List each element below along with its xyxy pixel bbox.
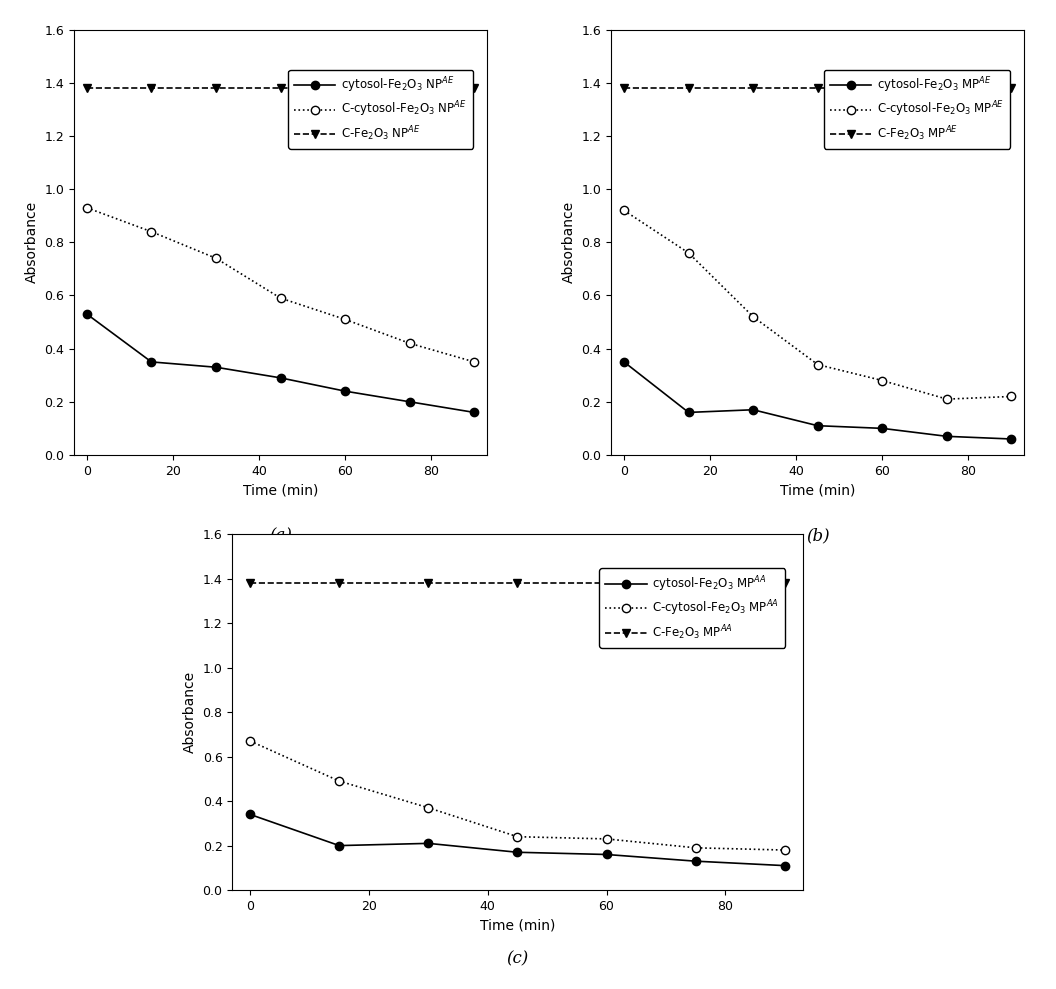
- C-Fe$_2$O$_3$ NP$^{AE}$: [210, 82, 223, 94]
- cytosol-Fe$_2$O$_3$ MP$^{AE}$: [747, 404, 759, 415]
- C-cytosol-Fe$_2$O$_3$ MP$^{AE}$: [875, 375, 888, 387]
- Line: C-cytosol-Fe$_2$O$_3$ MP$^{AA}$: C-cytosol-Fe$_2$O$_3$ MP$^{AA}$: [246, 737, 789, 854]
- cytosol-Fe$_2$O$_3$ MP$^{AA}$: [244, 808, 257, 820]
- cytosol-Fe$_2$O$_3$ MP$^{AE}$: [618, 356, 630, 368]
- C-Fe$_2$O$_3$ NP$^{AE}$: [339, 82, 352, 94]
- C-Fe$_2$O$_3$ MP$^{AA}$: [690, 578, 702, 589]
- Line: cytosol-Fe$_2$O$_3$ NP$^{AE}$: cytosol-Fe$_2$O$_3$ NP$^{AE}$: [82, 310, 478, 416]
- Line: cytosol-Fe$_2$O$_3$ MP$^{AE}$: cytosol-Fe$_2$O$_3$ MP$^{AE}$: [620, 358, 1016, 443]
- Line: C-Fe$_2$O$_3$ MP$^{AE}$: C-Fe$_2$O$_3$ MP$^{AE}$: [620, 84, 1016, 92]
- C-cytosol-Fe$_2$O$_3$ NP$^{AE}$: [210, 252, 223, 264]
- cytosol-Fe$_2$O$_3$ NP$^{AE}$: [339, 385, 352, 397]
- C-Fe$_2$O$_3$ MP$^{AA}$: [422, 578, 435, 589]
- Y-axis label: Absorbance: Absorbance: [562, 201, 576, 284]
- Text: (c): (c): [506, 950, 529, 967]
- C-cytosol-Fe$_2$O$_3$ MP$^{AE}$: [811, 359, 824, 371]
- cytosol-Fe$_2$O$_3$ MP$^{AE}$: [1005, 433, 1018, 445]
- C-Fe$_2$O$_3$ MP$^{AE}$: [618, 82, 630, 94]
- cytosol-Fe$_2$O$_3$ MP$^{AA}$: [333, 840, 345, 852]
- C-Fe$_2$O$_3$ MP$^{AE}$: [875, 82, 888, 94]
- C-Fe$_2$O$_3$ MP$^{AE}$: [1005, 82, 1018, 94]
- Line: C-Fe$_2$O$_3$ NP$^{AE}$: C-Fe$_2$O$_3$ NP$^{AE}$: [82, 84, 478, 92]
- C-cytosol-Fe$_2$O$_3$ NP$^{AE}$: [275, 292, 287, 304]
- cytosol-Fe$_2$O$_3$ MP$^{AE}$: [875, 422, 888, 434]
- C-Fe$_2$O$_3$ MP$^{AE}$: [682, 82, 695, 94]
- C-Fe$_2$O$_3$ NP$^{AE}$: [403, 82, 416, 94]
- C-cytosol-Fe$_2$O$_3$ MP$^{AA}$: [690, 842, 702, 854]
- Legend: cytosol-Fe$_2$O$_3$ MP$^{AA}$, C-cytosol-Fe$_2$O$_3$ MP$^{AA}$, C-Fe$_2$O$_3$ MP: cytosol-Fe$_2$O$_3$ MP$^{AA}$, C-cytosol…: [600, 569, 786, 648]
- C-Fe$_2$O$_3$ MP$^{AA}$: [600, 578, 612, 589]
- C-cytosol-Fe$_2$O$_3$ MP$^{AA}$: [600, 833, 612, 845]
- C-Fe$_2$O$_3$ MP$^{AA}$: [244, 578, 257, 589]
- cytosol-Fe$_2$O$_3$ MP$^{AA}$: [778, 859, 791, 871]
- C-Fe$_2$O$_3$ MP$^{AE}$: [811, 82, 824, 94]
- C-cytosol-Fe$_2$O$_3$ NP$^{AE}$: [145, 225, 157, 237]
- cytosol-Fe$_2$O$_3$ NP$^{AE}$: [468, 406, 480, 418]
- cytosol-Fe$_2$O$_3$ NP$^{AE}$: [145, 356, 157, 368]
- cytosol-Fe$_2$O$_3$ NP$^{AE}$: [275, 372, 287, 384]
- Line: C-cytosol-Fe$_2$O$_3$ MP$^{AE}$: C-cytosol-Fe$_2$O$_3$ MP$^{AE}$: [620, 207, 1016, 404]
- cytosol-Fe$_2$O$_3$ MP$^{AA}$: [511, 847, 524, 858]
- Line: cytosol-Fe$_2$O$_3$ MP$^{AA}$: cytosol-Fe$_2$O$_3$ MP$^{AA}$: [246, 810, 789, 869]
- C-Fe$_2$O$_3$ NP$^{AE}$: [468, 82, 480, 94]
- cytosol-Fe$_2$O$_3$ NP$^{AE}$: [210, 361, 223, 373]
- C-Fe$_2$O$_3$ MP$^{AA}$: [511, 578, 524, 589]
- C-cytosol-Fe$_2$O$_3$ MP$^{AE}$: [618, 205, 630, 217]
- X-axis label: Time (min): Time (min): [243, 484, 318, 497]
- C-cytosol-Fe$_2$O$_3$ NP$^{AE}$: [468, 356, 480, 368]
- C-Fe$_2$O$_3$ NP$^{AE}$: [80, 82, 93, 94]
- Legend: cytosol-Fe$_2$O$_3$ NP$^{AE}$, C-cytosol-Fe$_2$O$_3$ NP$^{AE}$, C-Fe$_2$O$_3$ NP: cytosol-Fe$_2$O$_3$ NP$^{AE}$, C-cytosol…: [288, 69, 473, 148]
- C-cytosol-Fe$_2$O$_3$ NP$^{AE}$: [339, 314, 352, 325]
- C-cytosol-Fe$_2$O$_3$ MP$^{AE}$: [941, 394, 954, 405]
- C-cytosol-Fe$_2$O$_3$ MP$^{AA}$: [511, 831, 524, 843]
- C-cytosol-Fe$_2$O$_3$ MP$^{AA}$: [244, 735, 257, 747]
- cytosol-Fe$_2$O$_3$ MP$^{AA}$: [600, 849, 612, 860]
- cytosol-Fe$_2$O$_3$ MP$^{AE}$: [811, 419, 824, 431]
- Legend: cytosol-Fe$_2$O$_3$ MP$^{AE}$, C-cytosol-Fe$_2$O$_3$ MP$^{AE}$, C-Fe$_2$O$_3$ MP: cytosol-Fe$_2$O$_3$ MP$^{AE}$, C-cytosol…: [824, 69, 1011, 148]
- Line: C-Fe$_2$O$_3$ MP$^{AA}$: C-Fe$_2$O$_3$ MP$^{AA}$: [246, 579, 789, 587]
- cytosol-Fe$_2$O$_3$ NP$^{AE}$: [80, 309, 93, 320]
- Line: C-cytosol-Fe$_2$O$_3$ NP$^{AE}$: C-cytosol-Fe$_2$O$_3$ NP$^{AE}$: [82, 204, 478, 366]
- C-cytosol-Fe$_2$O$_3$ MP$^{AA}$: [422, 802, 435, 814]
- C-Fe$_2$O$_3$ MP$^{AA}$: [333, 578, 345, 589]
- cytosol-Fe$_2$O$_3$ MP$^{AA}$: [690, 855, 702, 867]
- Text: (b): (b): [806, 527, 830, 544]
- C-cytosol-Fe$_2$O$_3$ MP$^{AE}$: [1005, 391, 1018, 403]
- cytosol-Fe$_2$O$_3$ MP$^{AA}$: [422, 838, 435, 850]
- cytosol-Fe$_2$O$_3$ MP$^{AE}$: [682, 406, 695, 418]
- C-Fe$_2$O$_3$ NP$^{AE}$: [275, 82, 287, 94]
- C-cytosol-Fe$_2$O$_3$ MP$^{AA}$: [333, 775, 345, 787]
- C-cytosol-Fe$_2$O$_3$ NP$^{AE}$: [80, 202, 93, 214]
- cytosol-Fe$_2$O$_3$ MP$^{AE}$: [941, 430, 954, 442]
- C-cytosol-Fe$_2$O$_3$ MP$^{AE}$: [682, 247, 695, 259]
- Y-axis label: Absorbance: Absorbance: [183, 671, 197, 754]
- Y-axis label: Absorbance: Absorbance: [24, 201, 39, 284]
- C-Fe$_2$O$_3$ MP$^{AE}$: [747, 82, 759, 94]
- C-cytosol-Fe$_2$O$_3$ MP$^{AA}$: [778, 844, 791, 855]
- C-cytosol-Fe$_2$O$_3$ MP$^{AE}$: [747, 311, 759, 322]
- X-axis label: Time (min): Time (min): [479, 919, 555, 933]
- C-Fe$_2$O$_3$ MP$^{AE}$: [941, 82, 954, 94]
- C-Fe$_2$O$_3$ MP$^{AA}$: [778, 578, 791, 589]
- C-Fe$_2$O$_3$ NP$^{AE}$: [145, 82, 157, 94]
- Text: (a): (a): [269, 527, 291, 544]
- C-cytosol-Fe$_2$O$_3$ NP$^{AE}$: [403, 337, 416, 349]
- cytosol-Fe$_2$O$_3$ NP$^{AE}$: [403, 396, 416, 407]
- X-axis label: Time (min): Time (min): [780, 484, 855, 497]
